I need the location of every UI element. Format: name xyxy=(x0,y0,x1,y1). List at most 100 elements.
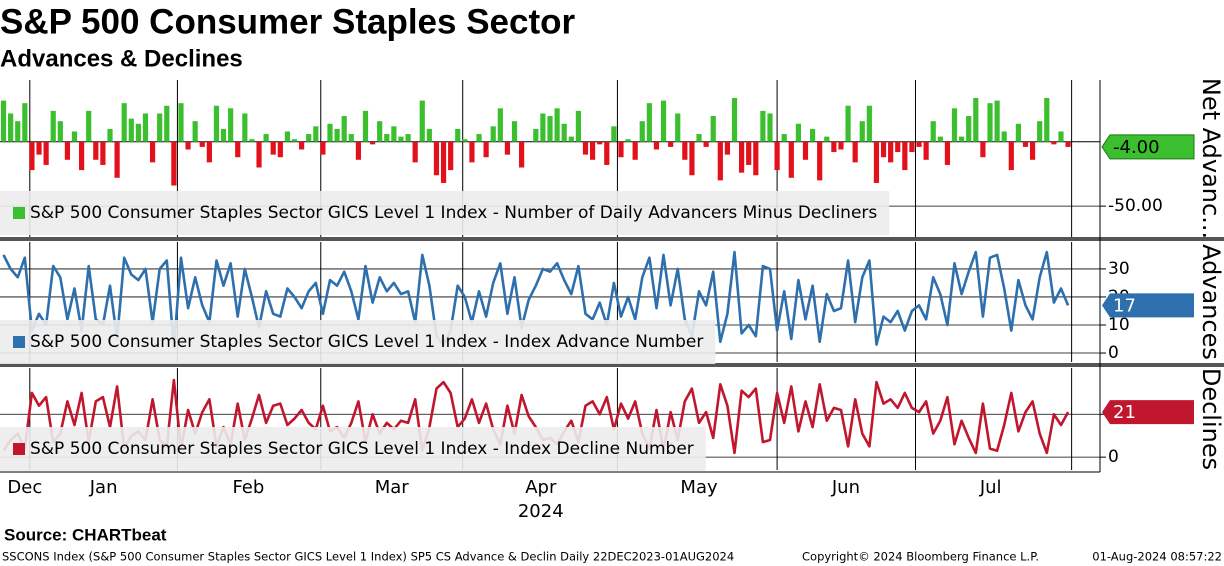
bar xyxy=(171,141,177,186)
bar xyxy=(866,105,872,142)
source: Source: CHARTbeat xyxy=(4,525,167,544)
bar xyxy=(937,136,943,142)
chart-title: S&P 500 Consumer Staples Sector xyxy=(0,2,576,41)
bar xyxy=(554,108,560,142)
x-axis-title: 2024 xyxy=(518,501,564,522)
legend-box xyxy=(0,191,890,235)
legend: S&P 500 Consumer Staples Sector GICS Lev… xyxy=(0,427,706,471)
bar xyxy=(1065,141,1071,147)
y-axis-title: Declines xyxy=(1197,368,1224,470)
bar xyxy=(660,100,667,142)
bar xyxy=(625,139,631,142)
x-tick-label: Feb xyxy=(232,477,264,498)
bar xyxy=(831,141,837,153)
bar xyxy=(547,116,553,142)
bar xyxy=(731,98,738,142)
bar xyxy=(639,121,645,142)
bar xyxy=(497,108,503,142)
bar xyxy=(568,136,574,142)
bar xyxy=(149,141,156,163)
bar xyxy=(966,116,972,142)
bar xyxy=(22,103,28,142)
bar xyxy=(490,126,496,142)
bar xyxy=(824,136,830,142)
bar xyxy=(604,141,610,165)
last-value-badge xyxy=(1101,134,1195,160)
x-tick-label: May xyxy=(680,477,718,498)
bar xyxy=(973,98,979,142)
bar xyxy=(135,123,141,142)
bar xyxy=(235,141,241,158)
bar xyxy=(845,105,851,142)
bar xyxy=(760,110,766,142)
bar xyxy=(888,141,894,163)
y-axis-title: Net Advanc... xyxy=(1197,78,1224,239)
y-tick-label: 0 xyxy=(1108,447,1119,467)
bar xyxy=(809,128,816,142)
bar xyxy=(788,141,794,178)
bar xyxy=(476,134,482,142)
legend-box xyxy=(0,427,706,471)
bar xyxy=(1029,141,1036,160)
bar xyxy=(242,113,248,142)
legend-swatch xyxy=(13,336,25,348)
bar xyxy=(220,128,227,142)
bar xyxy=(1044,98,1050,142)
x-tick-label: Apr xyxy=(525,477,557,498)
bar xyxy=(86,110,92,142)
last-value-label: 21 xyxy=(1113,402,1136,423)
y-axis-title: Advances xyxy=(1197,244,1224,360)
legend-label: S&P 500 Consumer Staples Sector GICS Lev… xyxy=(30,203,877,223)
bar xyxy=(632,141,638,160)
last-value-label: -4.00 xyxy=(1113,137,1160,158)
bar xyxy=(334,128,340,142)
bar xyxy=(1037,121,1043,142)
bar xyxy=(8,113,14,142)
x-tick-label: Jul xyxy=(979,477,1002,498)
y-tick-label: 10 xyxy=(1108,315,1130,335)
legend-label: S&P 500 Consumer Staples Sector GICS Lev… xyxy=(30,332,703,352)
bar xyxy=(653,141,660,150)
bar xyxy=(774,141,780,171)
bar xyxy=(795,123,801,142)
bar xyxy=(895,141,901,153)
last-value-label: 17 xyxy=(1113,295,1136,316)
bar xyxy=(533,128,539,142)
bar xyxy=(724,141,731,155)
last-value-badge xyxy=(1102,400,1194,425)
bar xyxy=(611,126,617,142)
bar xyxy=(455,128,461,142)
bar xyxy=(43,141,49,165)
bar xyxy=(369,141,376,145)
bar xyxy=(284,131,291,142)
last-value-badge xyxy=(1102,293,1194,318)
bar xyxy=(852,141,858,163)
bar xyxy=(753,141,759,176)
bar xyxy=(589,141,596,160)
bar xyxy=(128,118,134,142)
line xyxy=(2,250,1070,349)
bar xyxy=(384,134,390,142)
bar xyxy=(1008,141,1014,171)
bar xyxy=(327,123,333,142)
bar xyxy=(277,141,283,158)
bar xyxy=(100,141,106,165)
bar xyxy=(29,141,35,171)
bar xyxy=(1001,131,1007,142)
bar xyxy=(121,103,127,142)
bar xyxy=(178,103,184,142)
bar xyxy=(838,141,844,150)
bar xyxy=(710,116,716,142)
bar xyxy=(575,110,581,142)
bar xyxy=(228,108,234,142)
bar xyxy=(540,113,546,142)
bar xyxy=(157,113,163,142)
x-tick-label: Jan xyxy=(89,477,118,498)
bar xyxy=(746,141,752,165)
bar xyxy=(348,134,354,142)
bar xyxy=(36,141,42,155)
bar xyxy=(0,100,7,142)
bar xyxy=(291,139,298,142)
bar xyxy=(320,141,326,155)
